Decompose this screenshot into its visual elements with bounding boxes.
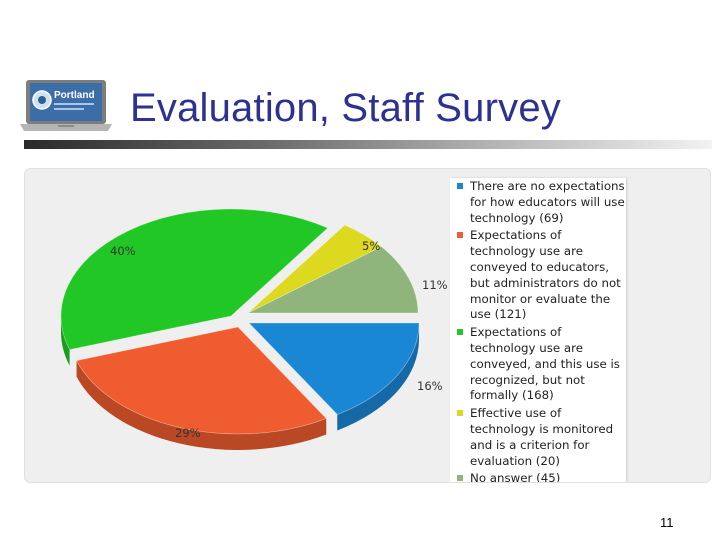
slice-no-expectations-label: 16% bbox=[417, 379, 443, 393]
slice-monitored-criterion-label: 5% bbox=[362, 239, 380, 253]
legend-swatch bbox=[457, 183, 463, 189]
slice-no-expectations bbox=[248, 322, 420, 415]
slice-not-monitored bbox=[75, 326, 327, 435]
slice-no-answer bbox=[247, 246, 419, 314]
slice-no-answer-label: 11% bbox=[422, 278, 448, 292]
pie-chart: 16% 29% 40% 5% 11% bbox=[60, 208, 448, 451]
legend-label: Effective use of technology is monitored… bbox=[470, 406, 614, 468]
slice-not-monitored-label: 29% bbox=[175, 426, 201, 440]
legend-label: There are no expectations for how educat… bbox=[470, 179, 625, 225]
pie-chart-panel: 16% 29% 40% 5% 11% There are no expectations… bbox=[24, 168, 711, 483]
slice-no-expectations-side bbox=[337, 323, 420, 431]
slice-monitored-criterion bbox=[247, 224, 383, 314]
portland-logo-laptop: Portland bbox=[20, 80, 112, 131]
chart-legend: There are no expectations for how educat… bbox=[450, 178, 626, 483]
legend-label: Expectations of technology use are conve… bbox=[470, 325, 620, 403]
slice-recognized-not-formal-label: 40% bbox=[110, 244, 136, 258]
legend-item: Expectations of technology use are conve… bbox=[450, 325, 626, 404]
slice-recognized-not-formal bbox=[60, 208, 329, 351]
title-divider bbox=[24, 140, 712, 149]
slide-title: Evaluation, Staff Survey bbox=[130, 86, 561, 130]
legend-swatch bbox=[457, 475, 463, 482]
logo-text: Portland bbox=[54, 90, 95, 101]
legend-label: Expectations of technology use are conve… bbox=[470, 228, 621, 322]
legend-item: Effective use of technology is monitored… bbox=[450, 406, 626, 469]
legend-swatch bbox=[457, 232, 463, 239]
legend-item: There are no expectations for how educat… bbox=[450, 179, 626, 226]
slice-not-monitored-side bbox=[76, 360, 327, 451]
legend-label: No answer (45) bbox=[470, 471, 561, 483]
slice-recognized-not-formal-side bbox=[61, 316, 70, 366]
legend-swatch bbox=[457, 329, 463, 336]
legend-swatch bbox=[457, 410, 463, 417]
page-number: 11 bbox=[660, 515, 674, 530]
legend-item: Expectations of technology use are conve… bbox=[450, 228, 626, 323]
legend-item: No answer (45) bbox=[450, 471, 626, 483]
